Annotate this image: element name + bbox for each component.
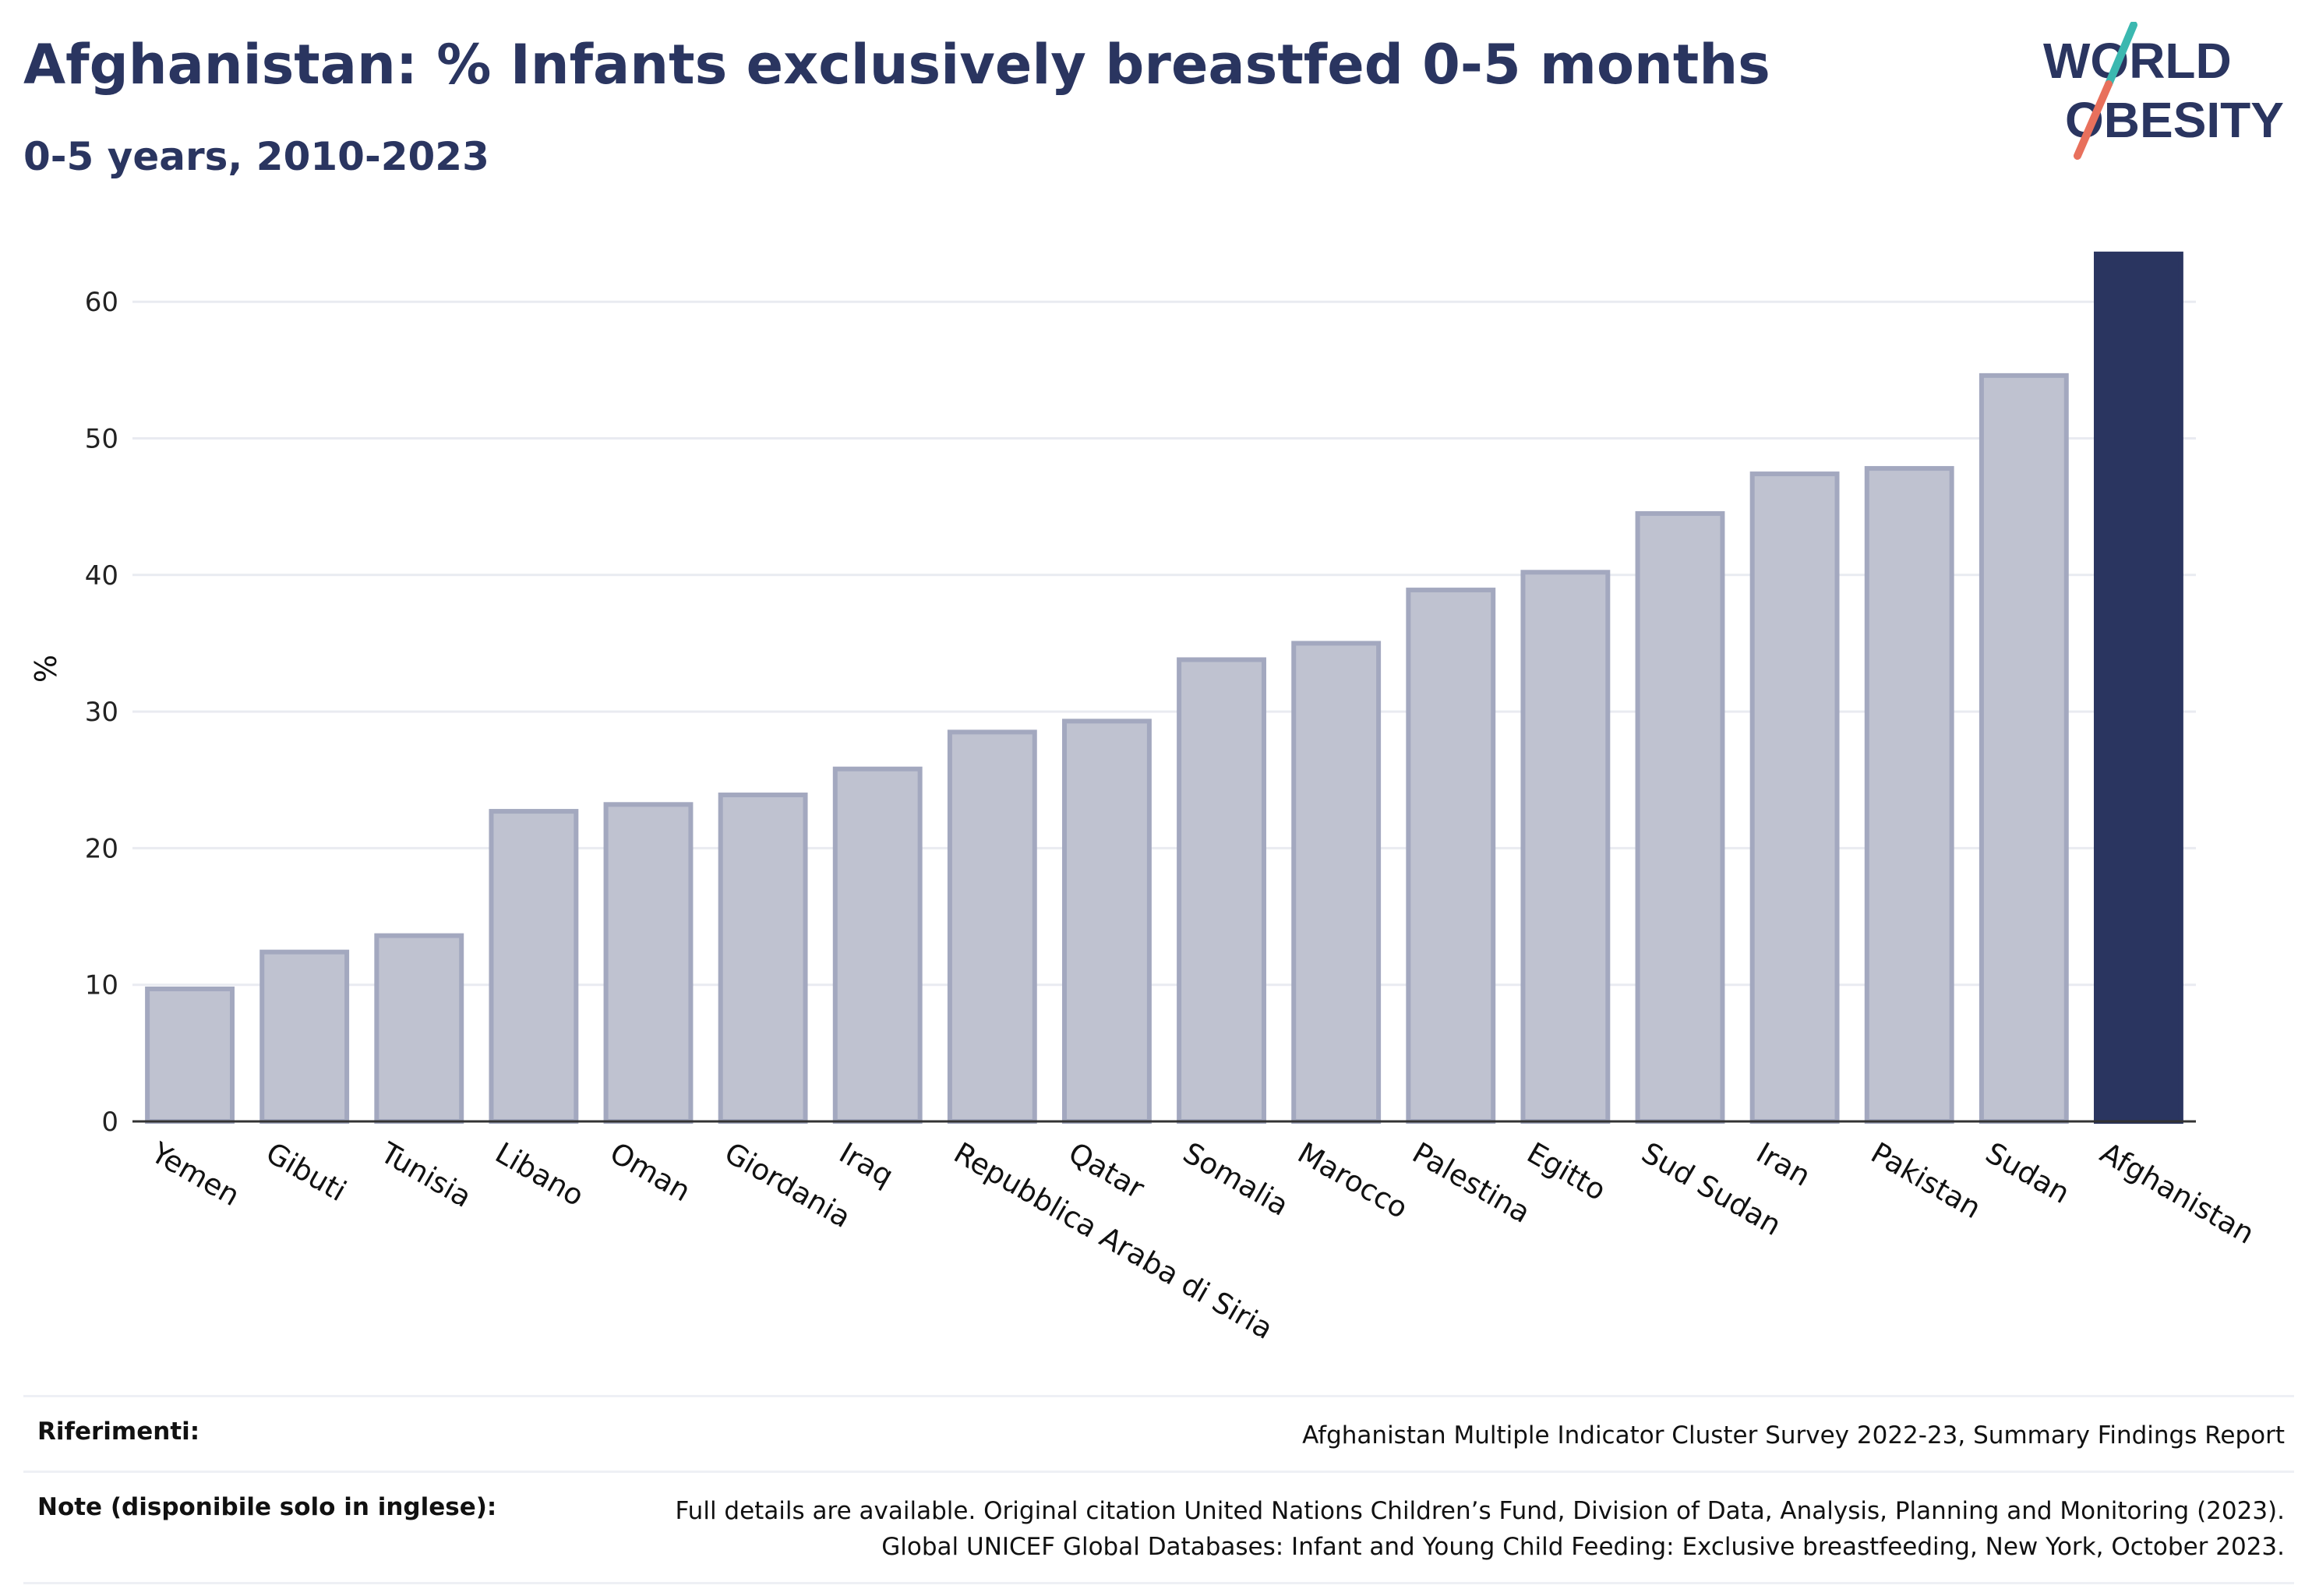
- bar-iran[interactable]: [1749, 471, 1840, 1124]
- x-tick-label: Oman: [605, 1136, 697, 1209]
- bar-giordania[interactable]: [718, 793, 808, 1125]
- x-axis-labels: Yemen Gibuti Tunisia Libano Oman GiordaniaIra…: [145, 1135, 2260, 1346]
- x-tick-label: Palestina: [1407, 1136, 1536, 1231]
- y-tick-label: 0: [101, 1107, 118, 1138]
- world-obesity-logo: WORLD OBESITY: [2043, 22, 2284, 160]
- x-tick-label: Iraq: [834, 1136, 899, 1193]
- bar-tunisia[interactable]: [374, 933, 464, 1125]
- bar-sud-sudan[interactable]: [1635, 510, 1725, 1124]
- bar-sudan[interactable]: [1978, 373, 2069, 1124]
- gridlines: [132, 300, 2196, 987]
- bar-repubblica-araba-di-siria[interactable]: [947, 729, 1037, 1125]
- x-tick-label: Pakistan: [1866, 1136, 1987, 1226]
- x-tick-label: Iran: [1751, 1136, 1816, 1193]
- x-tick-label: Tunisia: [374, 1135, 477, 1214]
- y-tick-label: 20: [85, 833, 118, 864]
- footer: Riferimenti: Afghanistan Multiple Indica…: [23, 1395, 2294, 1584]
- logo-text-world: WORLD: [2043, 33, 2232, 89]
- y-axis-ticks: 0 10 20 30 40 50 60: [85, 287, 118, 1138]
- bar-pakistan[interactable]: [1864, 466, 1954, 1124]
- chart-title: Afghanistan: % Infants exclusively breas…: [23, 33, 1770, 97]
- x-tick-label: Marocco: [1292, 1136, 1414, 1226]
- references-text: Afghanistan Multiple Indicator Cluster S…: [1302, 1421, 2285, 1449]
- notes-text: Full details are available. Original cit…: [676, 1493, 2285, 1565]
- x-tick-label: Qatar: [1063, 1136, 1150, 1206]
- bar-egitto[interactable]: [1520, 570, 1611, 1124]
- x-tick-label: Egitto: [1521, 1136, 1611, 1208]
- x-tick-label: Yemen: [145, 1135, 245, 1213]
- y-tick-label: 60: [85, 287, 118, 318]
- bar-somalia[interactable]: [1177, 657, 1266, 1124]
- y-tick-label: 50: [85, 424, 118, 455]
- y-axis-label: %: [29, 655, 63, 683]
- bar-palestina[interactable]: [1406, 588, 1496, 1124]
- y-tick-label: 40: [85, 560, 118, 591]
- x-tick-label: Afghanistan: [2095, 1136, 2260, 1251]
- x-tick-label: Somalia: [1177, 1136, 1294, 1223]
- notes-line-2: Global UNICEF Global Databases: Infant a…: [881, 1533, 2285, 1561]
- bar-qatar[interactable]: [1062, 719, 1152, 1124]
- chart-subtitle: 0-5 years, 2010-2023: [23, 134, 489, 179]
- logo-slash-teal: [2105, 22, 2137, 88]
- bar-oman[interactable]: [603, 802, 694, 1124]
- x-tick-label: Gibuti: [260, 1136, 351, 1209]
- references-label: Riferimenti:: [37, 1418, 200, 1446]
- notes-line-1: Full details are available. Original cit…: [675, 1497, 2285, 1525]
- bar-marocco[interactable]: [1291, 641, 1382, 1124]
- bar-chart: 0 10 20 30 40 50 60 Yemen Gibuti Tunisia Libano Om…: [29, 251, 2260, 1346]
- y-tick-label: 10: [85, 970, 118, 1001]
- notes-row: Note (disponibile solo in inglese): Full…: [23, 1471, 2294, 1584]
- references-row: Riferimenti: Afghanistan Multiple Indica…: [23, 1395, 2294, 1471]
- x-tick-label: Giordania: [719, 1136, 856, 1235]
- bar-iraq[interactable]: [832, 766, 923, 1124]
- bar-gibuti[interactable]: [259, 949, 350, 1125]
- y-tick-label: 30: [85, 697, 118, 728]
- x-tick-label: Libano: [489, 1136, 589, 1213]
- logo-slash-coral: [2074, 80, 2113, 160]
- bar-libano[interactable]: [489, 809, 579, 1124]
- bar-yemen[interactable]: [145, 986, 235, 1124]
- bars: [145, 251, 2183, 1125]
- notes-label: Note (disponibile solo in inglese):: [37, 1493, 497, 1521]
- x-tick-label: Sudan: [1980, 1136, 2075, 1211]
- bar-afghanistan[interactable]: [2094, 251, 2183, 1125]
